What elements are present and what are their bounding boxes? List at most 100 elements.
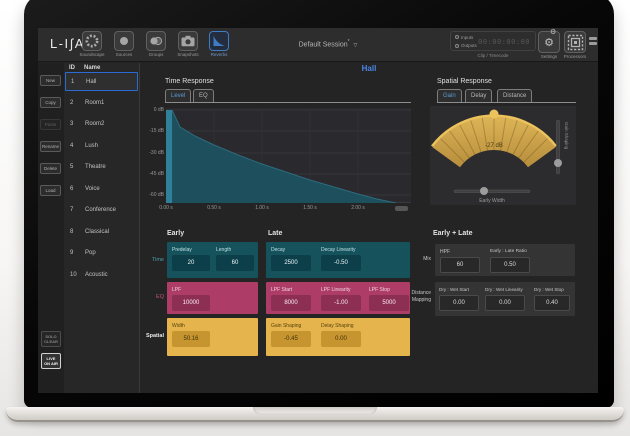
window-menu-icon[interactable] (589, 37, 597, 47)
spatial-gain-panel: -27 dB Gain Shaping Early Width (430, 106, 576, 205)
decay-curve (166, 108, 411, 204)
fan-gain-handle[interactable] (489, 109, 499, 119)
inputs-radio[interactable]: Inputs (455, 35, 473, 40)
tab-level[interactable]: Level (165, 89, 192, 102)
early-eq-box: LPF 10000 (167, 282, 258, 314)
spatial-response-label: Spatial Response (437, 78, 492, 85)
predelay-field[interactable]: 20 (172, 255, 210, 271)
tab-distance[interactable]: Distance (497, 89, 533, 102)
distance-mapping-label-2: Mapping (411, 297, 431, 303)
early-spatial-box: Width 50.16 (167, 318, 258, 356)
sources-icon (120, 37, 128, 45)
fan-gain-value: -27 dB (485, 143, 503, 149)
decay-linearity-field[interactable]: -0.50 (321, 255, 361, 271)
lpf-stop-field[interactable]: 5000 (369, 295, 409, 311)
list-item-lush[interactable]: 4 Lush (70, 142, 99, 149)
dry-wet-stop-field[interactable]: 0.40 (534, 295, 570, 311)
distance-mapping-box: Dry : Wet Start 0.00 Dry : Wet Linearity… (435, 282, 575, 316)
graph-scrollbar[interactable] (395, 206, 408, 211)
x-tick: 1.00 s (255, 205, 269, 211)
paste-button[interactable]: Paste (40, 119, 61, 130)
length-field[interactable]: 60 (216, 255, 254, 271)
list-item-theatre[interactable]: 5 Theatre (70, 164, 106, 170)
early-time-box: Predelay 20 Length 60 (167, 242, 258, 278)
y-tick: -45 dB (149, 171, 164, 177)
chip-icon (567, 34, 583, 50)
early-width-slider[interactable] (453, 187, 531, 195)
list-item-classical[interactable]: 8 Classical (70, 228, 110, 235)
processors-button[interactable]: Processors (562, 31, 588, 59)
spatial-row-label: Spatial (145, 333, 164, 339)
lpf-start-field[interactable]: 8000 (271, 295, 311, 311)
list-item-room2[interactable]: 3 Room2 (70, 121, 105, 127)
solo-clear-button[interactable]: SOLO CLEAR (41, 331, 61, 347)
decay-field[interactable]: 2500 (271, 255, 311, 271)
list-item-acoustic[interactable]: 10 Acoustic (70, 271, 108, 278)
list-item-pop[interactable]: 9 Pop (70, 250, 96, 256)
time-row-label: Time (151, 257, 164, 263)
copy-button[interactable]: Copy (40, 97, 61, 108)
hpf-field[interactable]: 60 (440, 257, 480, 273)
distance-mapping-label-1: Distance (411, 290, 431, 296)
dry-wet-start-field[interactable]: 0.00 (439, 295, 479, 311)
list-item-conference[interactable]: 7 Conference (70, 207, 117, 213)
toolbar-button-reverbs[interactable]: Reverbs (205, 31, 233, 57)
session-dropdown-icon: ▽ (353, 42, 358, 49)
late-eq-box: LPF Start 8000 LPF Linearity -1.00 LPF S… (266, 282, 410, 314)
list-header: ID Name (69, 65, 101, 71)
tab-delay[interactable]: Delay (465, 89, 493, 102)
laptop-lid-notch (253, 407, 377, 415)
list-item-voice[interactable]: 6 Voice (70, 185, 100, 192)
reverbs-icon (213, 35, 225, 46)
load-button[interactable]: Load (40, 185, 61, 196)
live-on-air-button[interactable]: LIVE ON AIR (41, 353, 61, 369)
tab-divider (165, 102, 411, 103)
gain-shaping-label: Gain Shaping (564, 122, 569, 150)
session-modified-marker: * (347, 39, 350, 45)
outputs-radio[interactable]: Outputs (455, 43, 477, 48)
session-selector[interactable]: Default Session* ▽ (298, 39, 358, 49)
toolbar-button-groups[interactable]: Groups (142, 31, 170, 57)
reverb-preset-list (64, 63, 140, 393)
toolbar-button-soundscape[interactable]: Soundscape (78, 31, 106, 57)
late-spatial-box: Gain Shaping -0.45 Delay Shaping 0.00 (266, 318, 410, 356)
groups-icon (150, 36, 163, 46)
early-width-label: Early Width (479, 198, 505, 204)
top-toolbar: L-I∫A Soundscape Sources Groups (38, 28, 598, 62)
soundscape-icon (85, 34, 99, 48)
delete-button[interactable]: Delete (40, 163, 61, 174)
list-item-room1[interactable]: 2 Room1 (70, 99, 105, 106)
early-late-ratio-field[interactable]: 0.50 (490, 257, 530, 273)
lpf-linearity-field[interactable]: -1.00 (321, 295, 361, 311)
dry-wet-linearity-field[interactable]: 0.00 (485, 295, 525, 311)
x-tick: 1.50 s (303, 205, 317, 211)
list-item-hall[interactable]: 1 Hall (65, 72, 138, 91)
toolbar-button-snapshots[interactable]: Snapshots (174, 31, 202, 57)
early-width-handle[interactable] (480, 187, 488, 195)
lpf-field[interactable]: 10000 (172, 295, 210, 311)
decay-graph[interactable] (166, 108, 411, 204)
rename-button[interactable]: Rename (40, 141, 61, 152)
tab-gain[interactable]: Gain (437, 89, 462, 102)
gain-shaping-field[interactable]: -0.45 (271, 331, 311, 347)
toolbar-button-sources[interactable]: Sources (110, 31, 138, 57)
clip-timecode-caption: Clip / Timecode (477, 53, 509, 58)
delay-shaping-field[interactable]: 0.00 (321, 331, 361, 347)
gain-shaping-handle[interactable] (554, 159, 562, 167)
app-window: L-I∫A Soundscape Sources Groups (38, 28, 598, 393)
mix-row-label: Mix (423, 256, 431, 262)
settings-button[interactable]: ⚙ ⚙ Settings (536, 29, 562, 59)
early-late-header: Early + Late (433, 230, 473, 237)
tab-eq[interactable]: EQ (193, 89, 214, 102)
gain-fan[interactable]: -27 dB (431, 109, 557, 168)
gain-shaping-slider[interactable] (554, 119, 562, 175)
y-tick: -30 dB (149, 150, 164, 156)
radio-icon (455, 43, 459, 48)
clip-timecode-panel: Inputs Outputs 00:00:00:00 (450, 31, 536, 51)
y-tick: -60 dB (149, 192, 164, 198)
width-field[interactable]: 50.16 (172, 331, 210, 347)
tab-divider (437, 102, 576, 103)
snapshots-icon (181, 35, 195, 47)
new-button[interactable]: New (40, 75, 61, 86)
x-tick: 2.00 s (351, 205, 365, 211)
